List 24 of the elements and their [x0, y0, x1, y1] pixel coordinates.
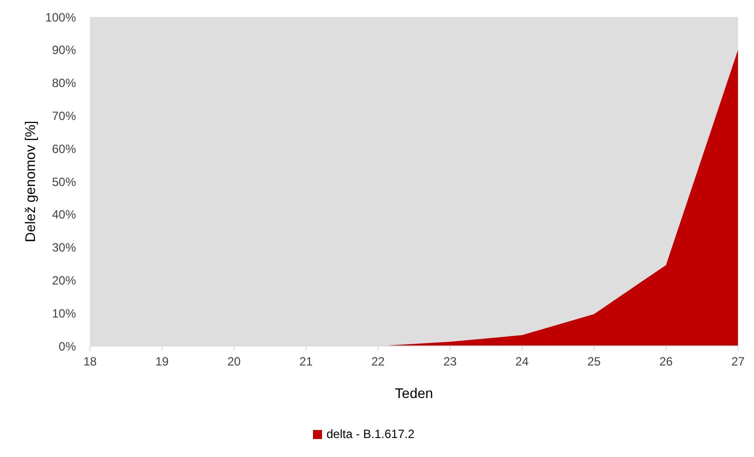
y-tick-label: 50%	[52, 174, 76, 189]
y-tick-label: 40%	[52, 208, 76, 222]
legend-label: delta - B.1.617.2	[326, 427, 415, 441]
x-tick-label: 19	[155, 354, 169, 369]
x-tick-label: 26	[659, 354, 673, 369]
x-axis-title: Teden	[394, 385, 434, 401]
x-tick-label: 25	[587, 354, 601, 369]
y-tick-label: 10%	[52, 306, 76, 320]
x-tick-label: 20	[227, 354, 241, 369]
x-tick-label: 22	[371, 354, 385, 369]
y-tick-label: 0%	[58, 339, 76, 354]
y-tick-label: 20%	[52, 273, 76, 288]
y-axis-title: Delež genomov [%]	[22, 120, 38, 242]
y-tick-label: 80%	[52, 76, 76, 90]
x-tick-label: 27	[731, 354, 745, 369]
x-tick-label: 23	[443, 354, 457, 369]
x-tick-label: 21	[299, 354, 313, 369]
y-tick-label: 90%	[52, 43, 76, 58]
x-tick-label: 18	[83, 354, 97, 369]
y-tick-label: 70%	[52, 108, 76, 123]
x-tick-label: 24	[515, 354, 529, 369]
y-tick-label: 100%	[45, 10, 76, 24]
y-tick-label: 60%	[52, 142, 76, 156]
y-tick-label: 30%	[52, 240, 76, 255]
